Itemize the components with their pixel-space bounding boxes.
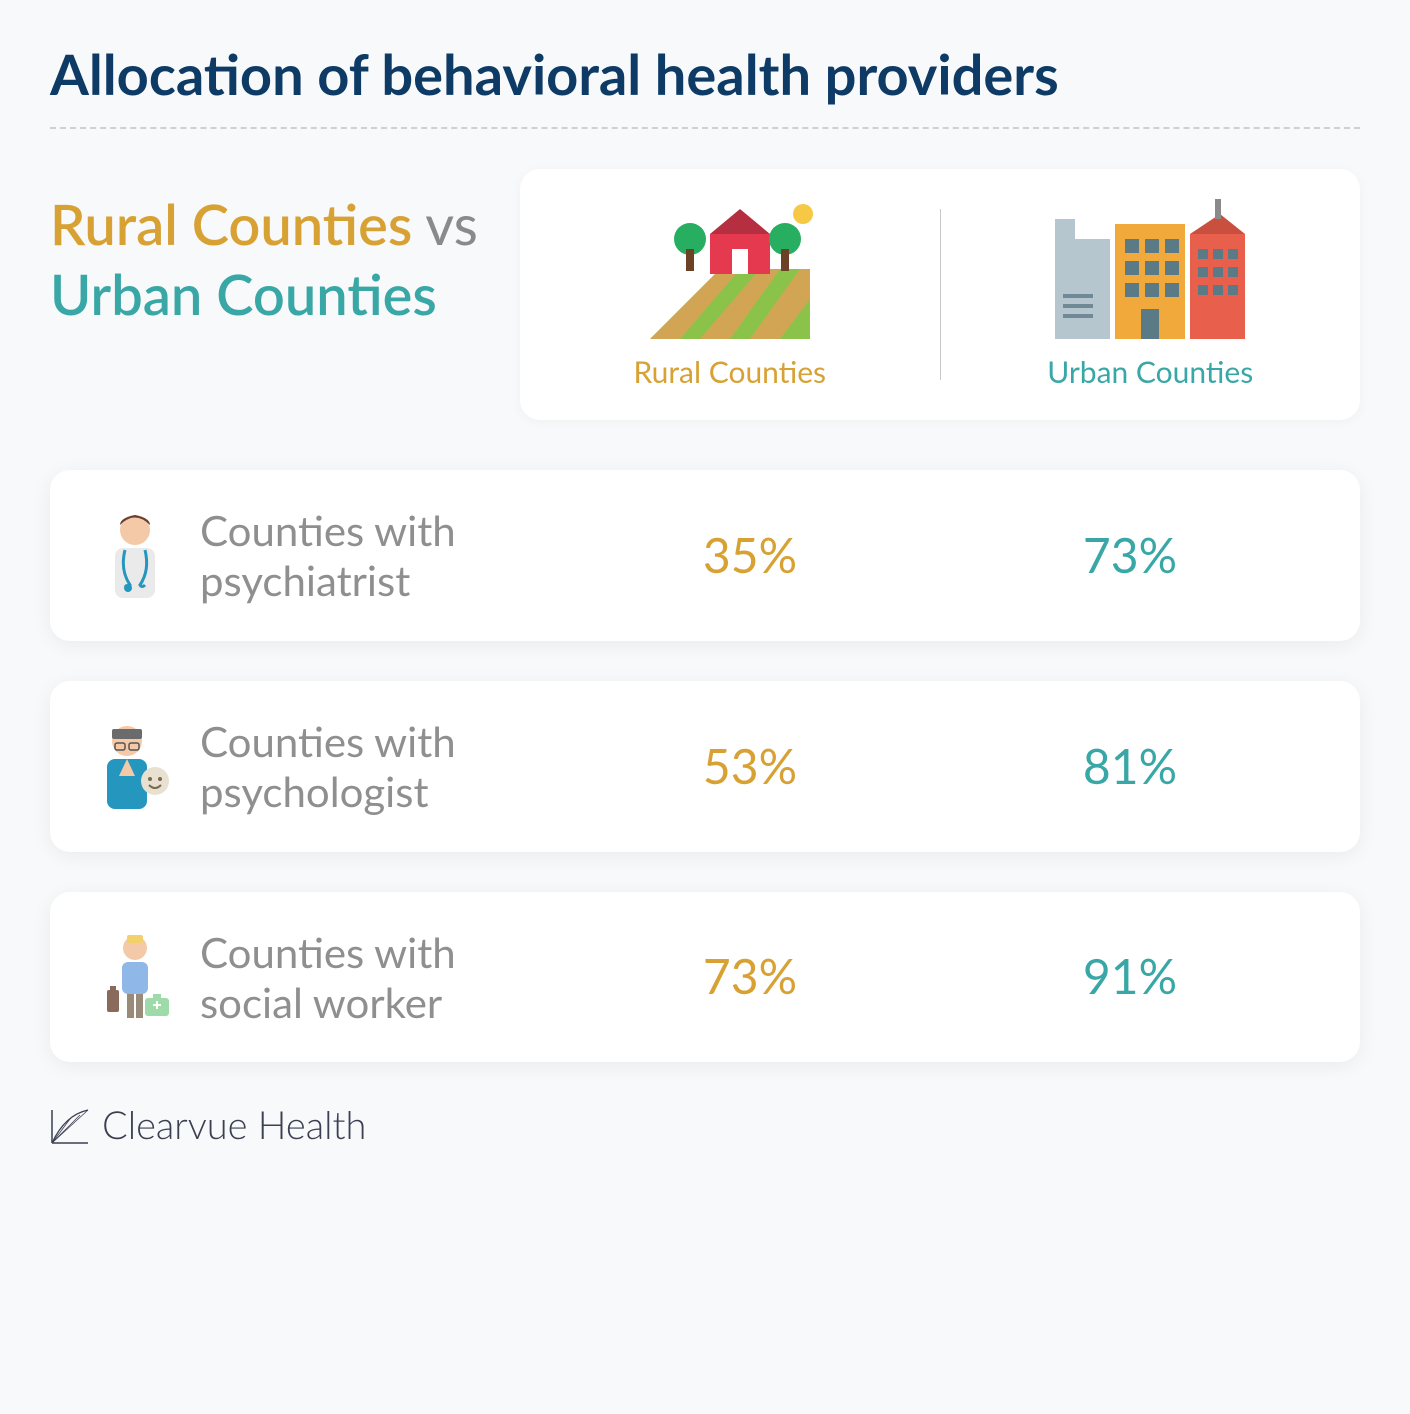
psychologist-icon (90, 721, 180, 811)
row-label: Counties with psychiatrist (180, 505, 560, 606)
table-row: Counties with social worker 73% 91% (50, 892, 1360, 1063)
farm-icon (635, 199, 825, 339)
row-rural-value: 73% (560, 948, 940, 1005)
legend-card: Rural Counties (520, 169, 1360, 420)
subtitle-vs: vs (412, 190, 478, 257)
header-row: Rural Counties vs Urban Counties (50, 169, 1360, 420)
subtitle-rural: Rural Counties (50, 190, 412, 257)
legend-urban-label: Urban Counties (1047, 354, 1253, 390)
row-rural-value: 53% (560, 738, 940, 795)
legend-rural: Rural Counties (520, 189, 940, 400)
subtitle-urban: Urban Counties (50, 260, 437, 327)
city-icon (1045, 199, 1255, 339)
footer-brand: Clearvue Health (102, 1102, 366, 1148)
legend-rural-label: Rural Counties (633, 354, 826, 390)
social-worker-icon (90, 932, 180, 1022)
footer: Clearvue Health (50, 1102, 1360, 1148)
logo-icon (50, 1105, 90, 1145)
row-label: Counties with social worker (180, 927, 560, 1028)
subtitle: Rural Counties vs Urban Counties (50, 169, 490, 420)
row-urban-value: 81% (940, 738, 1320, 795)
page-title: Allocation of behavioral health provider… (50, 40, 1360, 129)
row-label: Counties with psychologist (180, 716, 560, 817)
row-urban-value: 73% (940, 527, 1320, 584)
legend-urban: Urban Counties (941, 189, 1361, 400)
table-row: Counties with psychiatrist 35% 73% (50, 470, 1360, 641)
table-row: Counties with psychologist 53% 81% (50, 681, 1360, 852)
psychiatrist-icon (90, 510, 180, 600)
row-urban-value: 91% (940, 948, 1320, 1005)
row-rural-value: 35% (560, 527, 940, 584)
